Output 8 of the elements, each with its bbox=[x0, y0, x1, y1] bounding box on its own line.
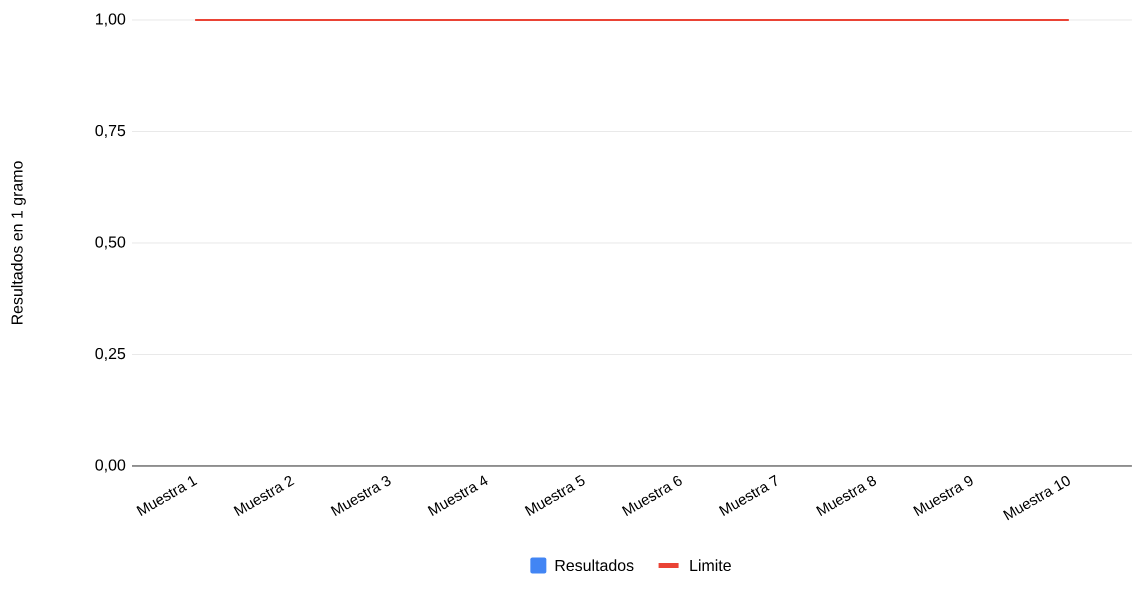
y-tick-label: 0,75 bbox=[95, 124, 126, 139]
legend-label: Limite bbox=[690, 559, 731, 572]
legend-label: Resultados bbox=[555, 559, 634, 572]
y-axis-title: Resultados en 1 gramo bbox=[10, 161, 26, 325]
y-tick-label: 0,00 bbox=[95, 459, 126, 473]
y-tick-label: 1,00 bbox=[96, 13, 126, 27]
y-tick-label: 0,50 bbox=[95, 236, 126, 250]
y-tick-label: 0,25 bbox=[95, 347, 126, 362]
